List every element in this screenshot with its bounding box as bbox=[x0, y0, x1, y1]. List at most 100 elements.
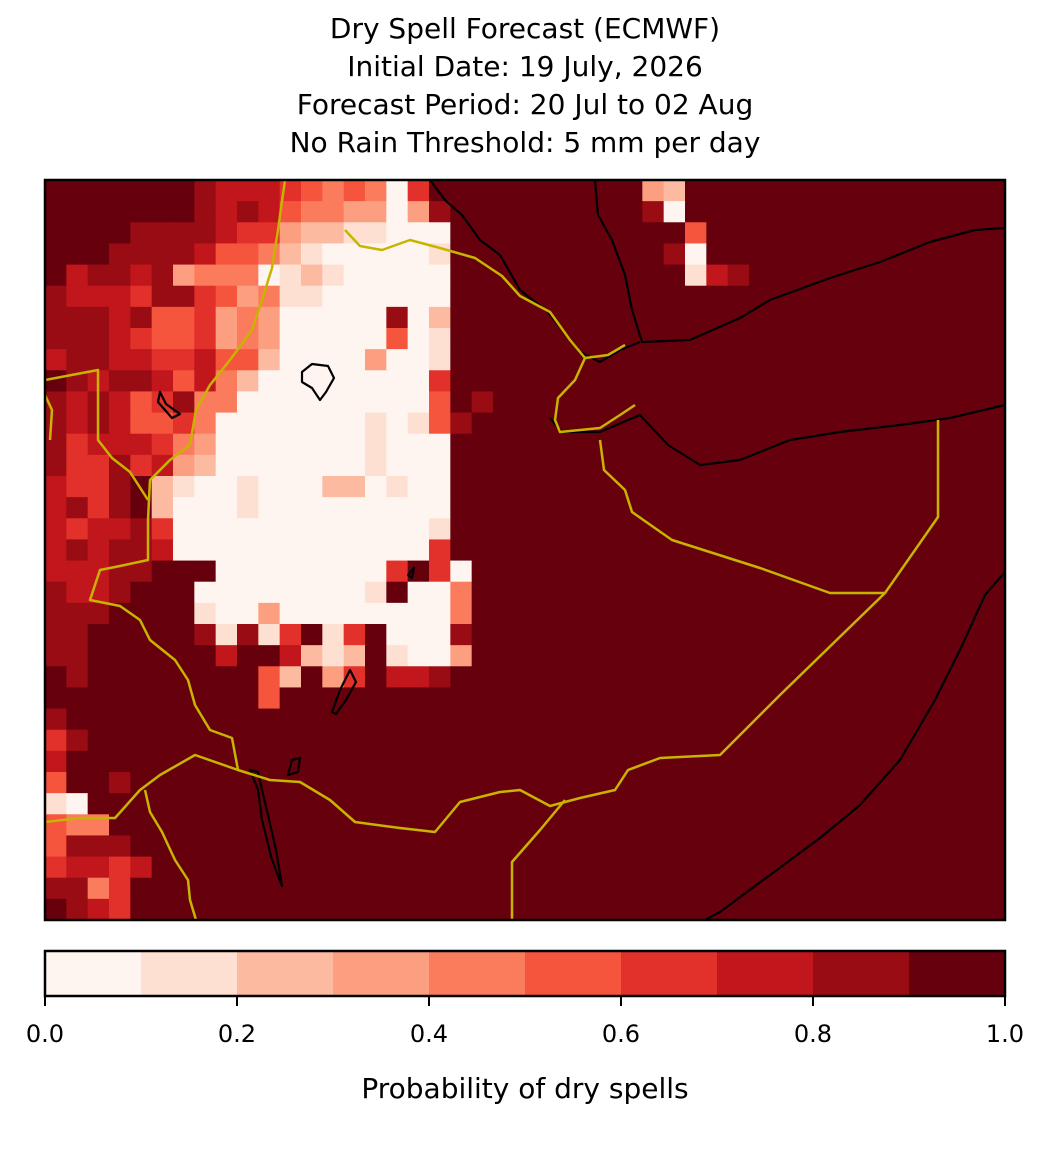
grid-cell bbox=[301, 898, 323, 921]
grid-cell bbox=[215, 349, 238, 371]
grid-cell bbox=[621, 856, 643, 879]
grid-cell bbox=[706, 602, 729, 625]
grid-cell bbox=[130, 180, 153, 202]
grid-cell bbox=[279, 328, 302, 350]
grid-cell bbox=[706, 814, 729, 837]
grid-cell bbox=[813, 285, 835, 308]
grid-cell bbox=[365, 750, 387, 773]
grid-cell bbox=[855, 454, 878, 477]
grid-cell bbox=[87, 898, 110, 921]
grid-cell bbox=[983, 666, 1006, 689]
lake bbox=[248, 768, 284, 888]
grid-cell bbox=[258, 602, 281, 625]
grid-cell bbox=[365, 687, 387, 710]
grid-cell bbox=[855, 433, 878, 456]
grid-cell bbox=[173, 243, 195, 266]
grid-cell bbox=[983, 454, 1006, 477]
grid-cell bbox=[578, 708, 601, 731]
grid-cell bbox=[87, 222, 110, 245]
grid-cell bbox=[983, 349, 1006, 371]
grid-cell bbox=[407, 391, 430, 414]
grid-cell bbox=[663, 454, 686, 477]
grid-cell bbox=[258, 412, 281, 435]
grid-cell bbox=[215, 539, 238, 562]
grid-cell bbox=[279, 898, 302, 921]
grid-cell bbox=[343, 772, 366, 794]
grid-cell bbox=[66, 412, 89, 435]
grid-cell bbox=[258, 750, 281, 773]
grid-cell bbox=[898, 285, 921, 308]
grid-cell bbox=[215, 793, 238, 815]
grid-cell bbox=[343, 898, 366, 921]
grid-cell bbox=[493, 285, 515, 308]
grid-cell bbox=[301, 856, 323, 879]
grid-cell bbox=[685, 814, 707, 837]
grid-cell bbox=[429, 539, 451, 562]
grid-cell bbox=[535, 898, 558, 921]
grid-cell bbox=[66, 835, 89, 858]
grid-cell bbox=[749, 518, 771, 541]
grid-cell bbox=[962, 666, 985, 689]
grid-cell bbox=[898, 433, 921, 456]
grid-cell bbox=[962, 898, 985, 921]
grid-cell bbox=[343, 750, 366, 773]
grid-cell bbox=[749, 856, 771, 879]
grid-cell bbox=[365, 180, 387, 202]
title-line: Forecast Period: 20 Jul to 02 Aug bbox=[297, 88, 753, 121]
grid-cell bbox=[407, 729, 430, 752]
grid-cell bbox=[898, 814, 921, 837]
grid-cell bbox=[301, 645, 323, 667]
grid-cell bbox=[45, 370, 67, 393]
grid-cell bbox=[450, 497, 473, 519]
grid-cell bbox=[770, 454, 793, 477]
grid-cell bbox=[727, 898, 750, 921]
grid-cell bbox=[322, 856, 345, 879]
grid-cell bbox=[322, 708, 345, 731]
grid-cell bbox=[215, 518, 238, 541]
lake bbox=[286, 756, 302, 777]
grid-cell bbox=[386, 264, 409, 287]
grid-cell bbox=[386, 877, 409, 900]
grid-cell bbox=[130, 750, 153, 773]
grid-cell bbox=[727, 581, 750, 604]
grid-cell bbox=[386, 180, 409, 202]
grid-cell bbox=[386, 560, 409, 583]
grid-cell bbox=[450, 793, 473, 815]
grid-cell bbox=[87, 835, 110, 858]
grid-cell bbox=[514, 581, 537, 604]
grid-cell bbox=[66, 877, 89, 900]
grid-cell bbox=[365, 328, 387, 350]
grid-cell bbox=[727, 793, 750, 815]
grid-cell bbox=[962, 243, 985, 266]
grid-cell bbox=[215, 222, 238, 245]
grid-cell bbox=[621, 201, 643, 223]
grid-cell bbox=[279, 201, 302, 223]
grid-cell bbox=[749, 306, 771, 329]
grid-cell bbox=[941, 729, 963, 752]
grid-cell bbox=[450, 518, 473, 541]
grid-cell bbox=[983, 518, 1006, 541]
grid-cell bbox=[642, 243, 665, 266]
grid-cell bbox=[66, 349, 89, 371]
grid-cell bbox=[877, 581, 899, 604]
grid-cell bbox=[407, 476, 430, 498]
grid-cell bbox=[919, 180, 942, 202]
colorbar-swatch bbox=[717, 951, 813, 996]
grid-cell bbox=[642, 898, 665, 921]
grid-cell bbox=[599, 835, 622, 858]
grid-cell bbox=[642, 814, 665, 837]
grid-cell bbox=[855, 856, 878, 879]
grid-cell bbox=[386, 391, 409, 414]
grid-cell bbox=[66, 201, 89, 223]
grid-cell bbox=[45, 877, 67, 900]
grid-cell bbox=[450, 433, 473, 456]
grid-cell bbox=[791, 814, 814, 837]
grid-cell bbox=[301, 729, 323, 752]
grid-cell bbox=[514, 877, 537, 900]
colorbar-swatch bbox=[237, 951, 333, 996]
grid-cell bbox=[514, 433, 537, 456]
grid-cell bbox=[343, 560, 366, 583]
grid-cell bbox=[557, 814, 579, 837]
colorbar-tick-label: 0.0 bbox=[26, 1020, 64, 1048]
grid-cell bbox=[599, 666, 622, 689]
